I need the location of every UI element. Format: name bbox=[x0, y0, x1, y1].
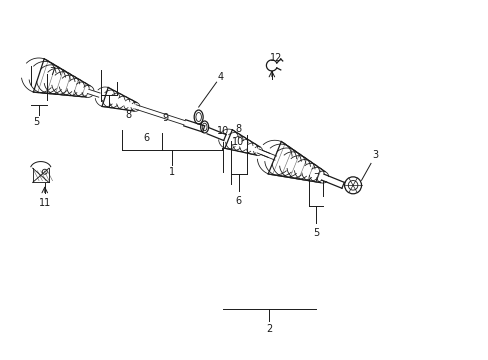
Text: 10: 10 bbox=[231, 137, 244, 147]
Text: 2: 2 bbox=[266, 324, 272, 334]
Text: 1: 1 bbox=[169, 167, 175, 177]
Text: 5: 5 bbox=[34, 117, 40, 127]
Text: 12: 12 bbox=[269, 54, 282, 63]
Text: 3: 3 bbox=[371, 150, 377, 161]
Text: 7: 7 bbox=[49, 67, 56, 77]
Text: 8: 8 bbox=[125, 110, 131, 120]
Text: 6: 6 bbox=[143, 133, 149, 143]
Text: 7: 7 bbox=[312, 173, 319, 183]
Text: 9: 9 bbox=[162, 113, 168, 123]
Text: 10: 10 bbox=[216, 126, 228, 136]
Text: 8: 8 bbox=[235, 124, 241, 134]
Text: 4: 4 bbox=[217, 72, 223, 82]
Text: 6: 6 bbox=[235, 196, 241, 206]
Text: 11: 11 bbox=[39, 198, 51, 208]
Text: 5: 5 bbox=[312, 228, 319, 238]
